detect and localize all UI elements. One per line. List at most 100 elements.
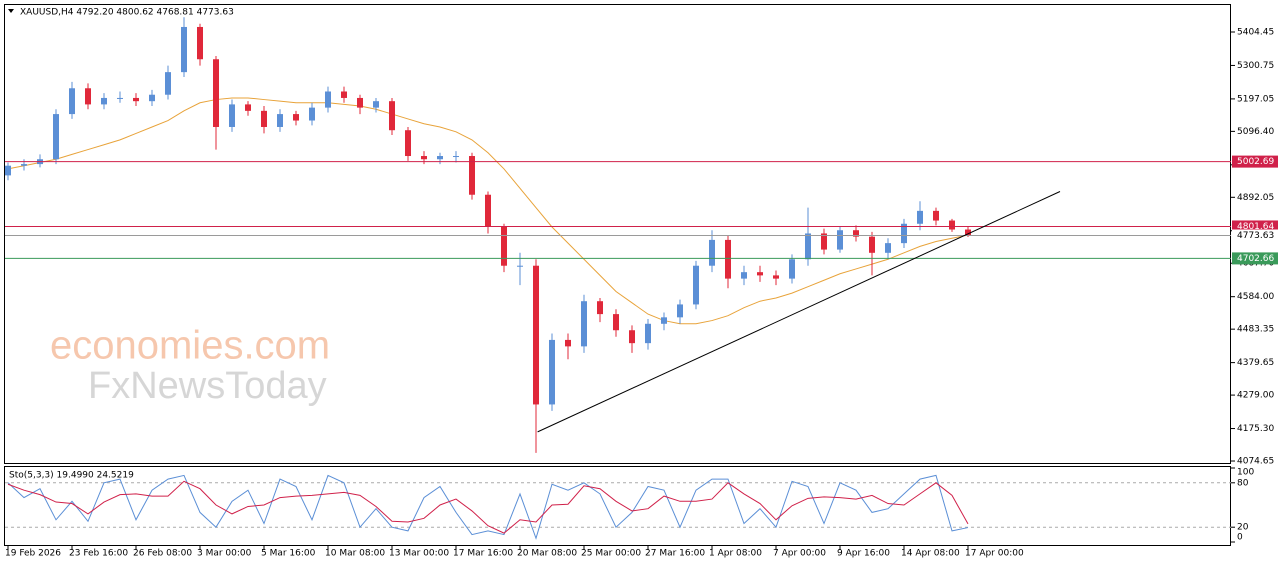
candle-body bbox=[885, 243, 891, 253]
moving-average bbox=[7, 97, 969, 325]
candle-body bbox=[581, 301, 587, 347]
candle-body bbox=[357, 97, 363, 108]
candle-body bbox=[69, 88, 75, 115]
candle-body bbox=[565, 339, 571, 347]
y-tick-label: 4892.05 bbox=[1237, 193, 1274, 203]
x-tick-label: 19 Feb 2026 bbox=[5, 549, 61, 559]
candle-body bbox=[421, 156, 427, 160]
candle-body bbox=[821, 233, 827, 250]
watermark: FxNewsToday bbox=[88, 365, 327, 407]
candle-body bbox=[5, 165, 11, 176]
candle-body bbox=[501, 226, 507, 266]
candle-body bbox=[325, 91, 331, 108]
candle-body bbox=[389, 101, 395, 131]
y-tick-label: 0 bbox=[1237, 533, 1243, 543]
trendline bbox=[537, 191, 1061, 433]
oscillator-line bbox=[7, 480, 969, 534]
candle-body bbox=[949, 220, 955, 230]
x-tick-label: 9 Apr 16:00 bbox=[837, 549, 890, 559]
oscillator-line bbox=[7, 474, 969, 540]
candle-body bbox=[773, 275, 779, 279]
y-tick-label: 5197.05 bbox=[1237, 94, 1274, 104]
y-tick-label: 4483.35 bbox=[1237, 325, 1274, 335]
candle-body bbox=[549, 339, 555, 405]
candle-body bbox=[197, 26, 203, 60]
candle-body bbox=[149, 94, 155, 102]
candle-body bbox=[213, 59, 219, 127]
level-label: 4801.64 bbox=[1237, 222, 1274, 232]
candle-body bbox=[181, 26, 187, 73]
y-tick-label: 5404.45 bbox=[1237, 27, 1274, 37]
price-panel bbox=[4, 4, 1231, 464]
x-tick-label: 26 Feb 08:00 bbox=[133, 549, 192, 559]
y-tick-label: 4279.00 bbox=[1237, 391, 1274, 401]
candle-body bbox=[117, 97, 123, 99]
x-tick-label: 1 Apr 08:00 bbox=[709, 549, 762, 559]
x-tick-label: 23 Feb 16:00 bbox=[69, 549, 128, 559]
candle-body bbox=[741, 272, 747, 279]
candle-body bbox=[661, 317, 667, 324]
candle-body bbox=[245, 104, 251, 111]
menu-arrow bbox=[8, 9, 14, 13]
x-tick-label: 17 Apr 00:00 bbox=[965, 549, 1024, 559]
y-tick-label: 4074.65 bbox=[1237, 457, 1274, 467]
y-tick-label: 4379.65 bbox=[1237, 358, 1274, 368]
candle-body bbox=[485, 194, 491, 227]
candle-body bbox=[469, 156, 475, 195]
candle-body bbox=[917, 210, 923, 224]
y-tick-label: 5300.75 bbox=[1237, 61, 1274, 71]
candle-body bbox=[805, 233, 811, 260]
x-tick-label: 27 Mar 16:00 bbox=[645, 549, 705, 559]
candle-body bbox=[341, 91, 347, 98]
candle-body bbox=[693, 265, 699, 305]
candle-body bbox=[597, 301, 603, 315]
candle-body bbox=[293, 114, 299, 121]
candle-body bbox=[933, 210, 939, 221]
x-tick-label: 14 Apr 08:00 bbox=[901, 549, 960, 559]
level-label-box bbox=[1232, 155, 1278, 168]
candle-body bbox=[757, 272, 763, 276]
candle-body bbox=[853, 230, 859, 237]
candle-body bbox=[261, 110, 267, 127]
watermark: economies.com bbox=[50, 324, 330, 368]
candle-body bbox=[277, 114, 283, 127]
candle-body bbox=[869, 236, 875, 253]
y-tick-label: 100 bbox=[1237, 468, 1254, 478]
level-label: 4702.66 bbox=[1237, 254, 1274, 264]
candle-body bbox=[101, 97, 107, 105]
chart-title: XAUUSD,H4 4792.20 4800.62 4768.81 4773.6… bbox=[20, 8, 234, 18]
candle-body bbox=[517, 265, 523, 267]
y-tick-label: 80 bbox=[1237, 478, 1249, 488]
candle-body bbox=[405, 130, 411, 157]
y-tick-label: 20 bbox=[1237, 523, 1249, 533]
x-tick-label: 3 Mar 00:00 bbox=[197, 549, 252, 559]
indicator-title: Sto(5,3,3) 19.4990 24.5219 bbox=[9, 471, 134, 481]
candle-body bbox=[837, 230, 843, 250]
candle-body bbox=[965, 229, 971, 236]
y-tick-label: 5096.40 bbox=[1237, 127, 1274, 137]
level-label-box bbox=[1232, 252, 1278, 265]
level-label: 5002.69 bbox=[1237, 157, 1274, 167]
x-tick-label: 5 Mar 16:00 bbox=[261, 549, 316, 559]
candle-body bbox=[789, 259, 795, 279]
candle-body bbox=[53, 114, 59, 160]
level-label-box bbox=[1232, 229, 1278, 242]
x-tick-label: 7 Apr 00:00 bbox=[773, 549, 826, 559]
x-tick-label: 17 Mar 16:00 bbox=[453, 549, 513, 559]
candle-body bbox=[533, 265, 539, 405]
candle-body bbox=[85, 88, 91, 105]
x-tick-label: 10 Mar 08:00 bbox=[325, 549, 385, 559]
candle-body bbox=[629, 330, 635, 344]
candle-body bbox=[901, 223, 907, 244]
y-tick-label: 4175.30 bbox=[1237, 424, 1274, 434]
indicator-panel bbox=[4, 466, 1231, 546]
candle-body bbox=[709, 239, 715, 266]
candle-body bbox=[613, 314, 619, 331]
level-label: 4773.63 bbox=[1237, 231, 1274, 241]
x-tick-label: 13 Mar 00:00 bbox=[389, 549, 449, 559]
y-tick-label: 4584.00 bbox=[1237, 292, 1274, 302]
candle-body bbox=[229, 104, 235, 127]
level-label-box bbox=[1232, 220, 1278, 233]
